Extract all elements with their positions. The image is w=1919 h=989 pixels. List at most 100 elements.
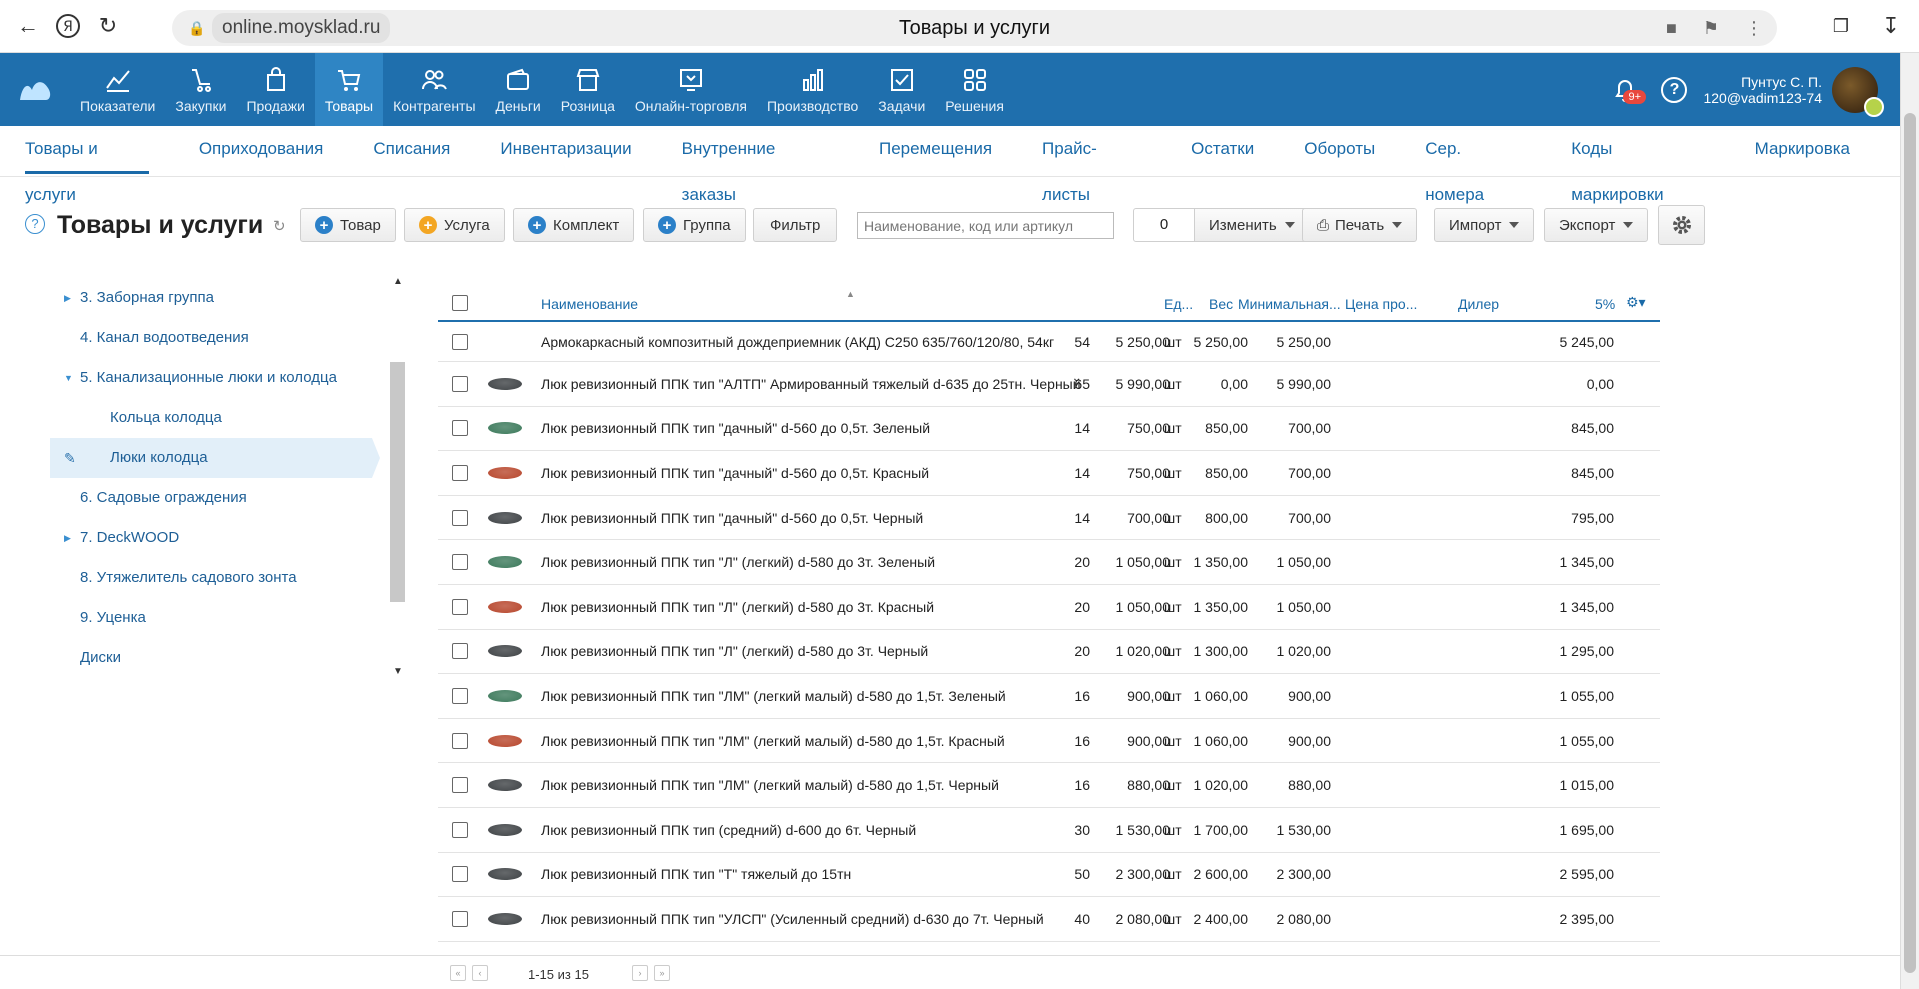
select-all-checkbox[interactable] [452, 294, 468, 311]
search-input[interactable] [857, 212, 1114, 239]
tab-marking[interactable]: Маркировка [1754, 138, 1850, 158]
tree-item[interactable]: 6. Садовые ограждения [80, 489, 247, 506]
tab-receipts[interactable]: Оприходования [198, 138, 324, 158]
product-name[interactable]: Люк ревизионный ППК тип "АЛТП" Армирован… [541, 375, 1081, 392]
product-thumbnail[interactable] [488, 645, 522, 658]
help-icon[interactable]: ? [1661, 76, 1688, 103]
tab-write-offs[interactable]: Списания [373, 138, 451, 158]
print-button[interactable]: ⎙ Печать [1302, 208, 1418, 242]
notifications-button[interactable]: 9+ [1605, 70, 1647, 110]
product-thumbnail[interactable] [488, 689, 522, 702]
tree-item[interactable]: 4. Канал водоотведения [80, 329, 249, 346]
table-row[interactable]: Люк ревизионный ППК тип "дачный" d-560 д… [438, 407, 1660, 452]
back-icon[interactable]: ← [17, 13, 39, 38]
tree-item[interactable]: Диски [80, 649, 121, 666]
row-checkbox[interactable] [452, 821, 468, 838]
product-thumbnail[interactable] [488, 868, 522, 881]
tab-inventory[interactable]: Инвентаризации [500, 138, 632, 158]
product-thumbnail[interactable] [488, 556, 522, 569]
product-thumbnail[interactable] [488, 377, 522, 390]
table-row[interactable]: Армокаркасный композитный дождеприемник … [438, 322, 1660, 362]
column-settings-icon[interactable]: ⚙▾ [1626, 294, 1646, 310]
row-checkbox[interactable] [452, 643, 468, 660]
row-checkbox[interactable] [452, 333, 468, 350]
edit-button[interactable]: Изменить [1194, 208, 1310, 242]
tree-item[interactable]: ▶ 3. Заборная группа [64, 289, 215, 306]
export-button[interactable]: Экспорт [1544, 208, 1649, 242]
page-scrollbar[interactable] [1900, 53, 1919, 989]
row-checkbox[interactable] [452, 420, 468, 437]
tab-internal-orders[interactable]: Внутренние заказы [681, 138, 776, 204]
scroll-up-icon[interactable]: ▲ [393, 276, 403, 287]
product-thumbnail[interactable] [488, 466, 522, 479]
product-name[interactable]: Люк ревизионный ППК тип "Л" (легкий) d-5… [541, 554, 936, 571]
bookmark-icon[interactable]: ⚑ [1702, 17, 1719, 38]
table-row[interactable]: Люк ревизионный ППК тип "дачный" d-560 д… [438, 451, 1660, 496]
import-button[interactable]: Импорт [1434, 208, 1535, 242]
column-header-unit[interactable]: Ед... [1164, 296, 1194, 312]
tree-item[interactable]: 9. Уценка [80, 609, 146, 626]
reload-icon[interactable]: ↻ [98, 13, 118, 38]
nav-item-products[interactable]: Товары [314, 53, 384, 126]
scroll-down-icon[interactable]: ▼ [393, 666, 403, 677]
product-thumbnail[interactable] [488, 734, 522, 747]
tab-serial-numbers[interactable]: Сер. номера [1425, 138, 1485, 204]
row-checkbox[interactable] [452, 866, 468, 883]
add-bundle-button[interactable]: + Комплект [513, 208, 635, 242]
row-checkbox[interactable] [452, 687, 468, 704]
table-row[interactable]: Люк ревизионный ППК тип "Т" тяжелый до 1… [438, 853, 1660, 898]
table-row[interactable]: Люк ревизионный ППК тип "дачный" d-560 д… [438, 496, 1660, 541]
product-thumbnail[interactable] [488, 779, 522, 792]
product-thumbnail[interactable] [488, 823, 522, 836]
nav-item-production[interactable]: Производство [757, 53, 868, 126]
url-text[interactable]: online.moysklad.ru [212, 13, 391, 43]
user-info[interactable]: Пунтус С. П. 120@vadim123-74 [1703, 74, 1822, 106]
tree-item[interactable]: Кольца колодца [110, 409, 222, 426]
refresh-icon[interactable]: ↻ [273, 218, 286, 235]
product-name[interactable]: Люк ревизионный ППК тип (средний) d-600 … [541, 821, 917, 838]
product-name[interactable]: Люк ревизионный ППК тип "Л" (легкий) d-5… [541, 598, 935, 615]
help-icon[interactable]: ? [25, 214, 45, 234]
product-name[interactable]: Люк ревизионный ППК тип "ЛМ" (легкий мал… [541, 687, 1006, 704]
comment-icon[interactable]: ■ [1665, 17, 1677, 38]
product-name[interactable]: Люк ревизионный ППК тип "ЛМ" (легкий мал… [541, 732, 1005, 749]
tree-item-selected[interactable]: ✎ Люки колодца [50, 438, 380, 478]
table-row[interactable]: Люк ревизионный ППК тип "Л" (легкий) d-5… [438, 540, 1660, 585]
tab-turnover[interactable]: Обороты [1304, 138, 1376, 158]
collections-icon[interactable]: ❐ [1832, 15, 1850, 36]
product-name[interactable]: Люк ревизионный ППК тип "ЛМ" (легкий мал… [541, 777, 999, 794]
tab-price-lists[interactable]: Прайс-листы [1042, 138, 1097, 204]
column-header-weight[interactable]: Вес [1209, 296, 1234, 312]
moysklad-logo[interactable] [0, 53, 70, 126]
product-name[interactable]: Люк ревизионный ППК тип "Л" (легкий) d-5… [541, 643, 929, 660]
add-service-button[interactable]: + Услуга [404, 208, 505, 242]
column-header-5pct[interactable]: 5% [1595, 296, 1616, 312]
table-row[interactable]: Люк ревизионный ППК тип "Л" (легкий) d-5… [438, 585, 1660, 630]
column-header-name[interactable]: Наименование [541, 296, 639, 312]
row-checkbox[interactable] [452, 777, 468, 794]
nav-item-contractors[interactable]: Контрагенты [383, 53, 485, 126]
tree-item[interactable]: 8. Утяжелитель садового зонта [80, 569, 297, 586]
tree-item[interactable]: ▶ 7. DeckWOOD [64, 529, 180, 546]
product-thumbnail[interactable] [488, 422, 522, 435]
filter-button[interactable]: Фильтр [753, 208, 838, 242]
nav-item-tasks[interactable]: Задачи [868, 53, 935, 126]
avatar[interactable] [1832, 66, 1884, 117]
product-thumbnail[interactable] [488, 511, 522, 524]
table-row[interactable]: Люк ревизионный ППК тип "ЛМ" (легкий мал… [438, 674, 1660, 719]
prev-page-icon[interactable]: ‹ [472, 965, 488, 981]
table-row[interactable]: Люк ревизионный ППК тип "Л" (легкий) d-5… [438, 630, 1660, 675]
add-product-button[interactable]: + Товар [300, 208, 396, 242]
next-page-icon[interactable]: › [632, 965, 648, 981]
nav-item-purchases[interactable]: Закупки [165, 53, 236, 126]
page-scrollbar-thumb[interactable] [1904, 113, 1916, 973]
row-checkbox[interactable] [452, 732, 468, 749]
row-checkbox[interactable] [452, 509, 468, 526]
menu-dots-icon[interactable]: ⋮ [1745, 17, 1763, 38]
product-name[interactable]: Люк ревизионный ППК тип "дачный" d-560 д… [541, 420, 931, 437]
tab-products-services[interactable]: Товары и услуги [25, 126, 149, 204]
column-header-sale-price[interactable]: Цена про... [1345, 296, 1418, 312]
tab-stock[interactable]: Остатки [1191, 138, 1255, 158]
nav-item-solutions[interactable]: Решения [935, 53, 1014, 126]
add-group-button[interactable]: + Группа [643, 208, 746, 242]
